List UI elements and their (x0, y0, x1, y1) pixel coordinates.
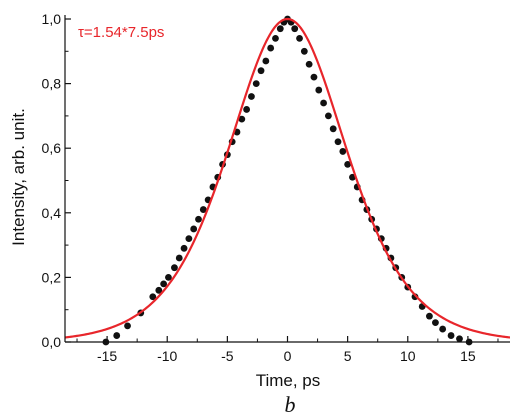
data-point (257, 67, 265, 75)
data-point (238, 115, 246, 123)
data-point (300, 47, 308, 55)
y-tick-label: 0,4 (42, 205, 62, 221)
data-point (171, 264, 178, 272)
x-axis-title: Time, ps (256, 371, 321, 390)
data-point (149, 293, 157, 301)
data-point (315, 86, 323, 94)
data-point (344, 160, 352, 168)
data-point (267, 44, 275, 52)
data-point (320, 99, 327, 107)
data-point (310, 73, 318, 81)
data-point (439, 325, 447, 333)
data-point (195, 215, 202, 223)
data-point (180, 244, 188, 252)
data-point (190, 225, 198, 233)
data-point (252, 80, 260, 87)
data-point (175, 254, 183, 262)
data-point (334, 138, 342, 146)
panel-label: b (285, 392, 296, 417)
data-point (296, 34, 303, 42)
data-point (276, 25, 284, 33)
y-axis-ticks: 0,0 0,2 0,4 0,6 0,8 1,0 (42, 11, 71, 350)
data-point (329, 125, 337, 133)
y-tick-label: 1,0 (42, 11, 62, 27)
y-axis-title: Intensity, arb. unit. (9, 108, 28, 246)
data-point (291, 25, 299, 33)
tau-annotation: τ=1.54*7.5ps (78, 24, 164, 41)
data-point (456, 335, 463, 343)
data-point (411, 293, 419, 301)
x-tick-label: 0 (284, 348, 292, 364)
data-point (113, 332, 121, 339)
plot-area (64, 15, 510, 346)
data-point (160, 280, 168, 288)
x-axis-ticks: -15 -10 -5 0 5 10 15 (76, 336, 499, 364)
data-point (272, 34, 279, 42)
y-tick-label: 0,8 (42, 76, 62, 92)
x-tick-label: -5 (221, 348, 234, 364)
fit-curve (64, 17, 510, 339)
data-point (124, 322, 131, 330)
data-point (262, 57, 270, 65)
y-tick-label: 0,2 (42, 269, 62, 285)
y-tick-label: 0,6 (42, 140, 62, 156)
data-point (432, 319, 439, 327)
data-point (339, 148, 347, 155)
data-point (305, 60, 313, 68)
data-point (185, 235, 193, 243)
x-tick-label: -10 (157, 348, 177, 364)
axes (64, 15, 510, 343)
x-tick-label: -15 (97, 348, 117, 364)
data-point (243, 106, 251, 113)
data-point (426, 312, 433, 320)
y-tick-label: 0,0 (42, 334, 62, 350)
data-point (447, 332, 455, 339)
data-point (155, 286, 163, 294)
x-tick-label: 15 (460, 348, 476, 364)
data-point (324, 112, 332, 120)
x-tick-label: 10 (400, 348, 416, 364)
data-point (248, 93, 255, 100)
data-point (165, 274, 172, 281)
x-tick-label: 5 (344, 348, 352, 364)
data-point (199, 206, 207, 213)
